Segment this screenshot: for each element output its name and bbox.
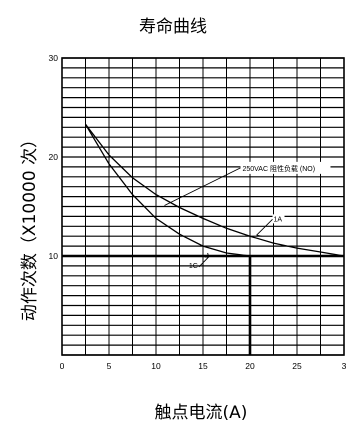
annotation-load-label: 250VAC 阻性负载 (NO) <box>242 164 315 173</box>
x-tick-label: 15 <box>198 361 208 371</box>
x-tick-label: 3 <box>342 361 346 371</box>
x-axis-label: 触点电流(A) <box>155 403 248 423</box>
annotation-bg <box>272 214 285 224</box>
y-tick-label: 30 <box>49 53 59 63</box>
annotation-1c-label: 1C <box>189 263 198 270</box>
plot-border <box>61 57 345 356</box>
annotations: 250VAC 阻性负载 (NO) 1A 1C <box>164 161 331 270</box>
y-tick-label: 10 <box>49 251 59 261</box>
annotation-1c-arrow <box>198 252 210 268</box>
series-layer <box>84 123 345 257</box>
x-tick-label: 5 <box>107 361 112 371</box>
chart-title: 寿命曲线 <box>139 17 207 37</box>
annotation-1a-label: 1A <box>274 216 283 223</box>
annotation-bg <box>240 161 331 174</box>
y-tick-labels: 30 20 10 <box>49 53 59 261</box>
y-axis-label: 动作次数（X10000 次） <box>20 131 40 321</box>
x-tick-label: 0 <box>60 361 65 371</box>
grid <box>61 57 345 356</box>
x-tick-label: 25 <box>292 361 302 371</box>
series-line-1C <box>84 123 251 257</box>
annotation-leader <box>164 167 241 206</box>
x-tick-labels: 0 5 10 15 20 25 3 <box>60 361 346 371</box>
annotation-1a-arrow <box>256 219 273 237</box>
x-tick-label: 20 <box>245 361 255 371</box>
series-line-1A <box>84 123 345 257</box>
reference-lines <box>62 254 344 355</box>
y-tick-label: 20 <box>49 152 59 162</box>
x-tick-label: 10 <box>151 361 161 371</box>
